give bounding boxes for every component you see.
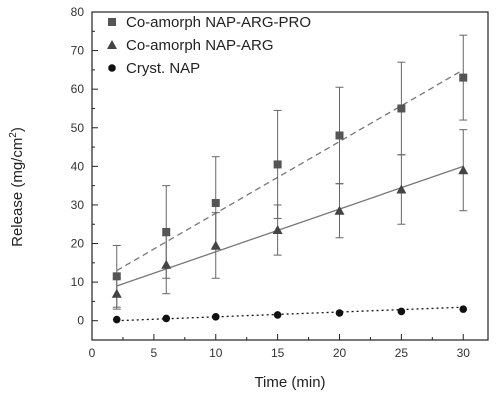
legend-label-0: Co-amorph NAP-ARG-PRO (126, 14, 311, 31)
fit-line-series-1 (116, 165, 464, 287)
data-point-s0-p4 (335, 131, 344, 140)
data-point-s0-p6 (459, 73, 468, 82)
data-point-s2-p6 (459, 305, 468, 313)
data-point-s1-p0 (111, 288, 122, 298)
data-point-s2-p1 (162, 314, 171, 323)
y-tick-label-40: 40 (71, 159, 85, 173)
data-point-s1-p1 (161, 259, 172, 269)
y-axis-title-main: Release (mg/cm (9, 138, 26, 247)
data-point-s2-p5 (397, 307, 406, 316)
y-tick-label-20: 20 (71, 237, 85, 251)
y-tick-label-30: 30 (71, 198, 85, 212)
y-axis-title: Release (mg/cm2) (8, 127, 26, 247)
x-tick-label-0: 0 (89, 346, 96, 360)
fit-lines-layer (116, 69, 464, 322)
y-tick-label-10: 10 (71, 275, 85, 289)
data-point-s2-p3 (273, 311, 282, 319)
x-tick-label-10: 10 (209, 346, 223, 360)
legend-label-2: Cryst. NAP (126, 60, 200, 77)
legend-label-1: Co-amorph NAP-ARG (126, 37, 274, 54)
y-tick-label-60: 60 (71, 82, 85, 96)
data-point-s1-p3 (272, 225, 283, 235)
axes-layer: 0 5 10 15 20 25 30 0 10 20 30 40 50 60 70 80 (71, 5, 489, 360)
data-point-s0-p1 (162, 227, 171, 236)
fit-line-series-0 (116, 69, 464, 272)
markers-layer (111, 73, 469, 324)
x-tick-label-15: 15 (271, 346, 285, 360)
data-point-s2-p4 (335, 309, 344, 317)
data-point-s1-p6 (458, 165, 469, 175)
data-point-s2-p0 (112, 315, 121, 324)
y-tick-label-0: 0 (77, 314, 84, 328)
x-tick-label-25: 25 (395, 346, 409, 360)
data-point-s0-p2 (211, 199, 220, 208)
legend-marker-1 (107, 40, 117, 49)
data-point-s0-p5 (397, 104, 406, 113)
y-axis-title-end: ) (9, 127, 26, 132)
data-point-s1-p4 (334, 205, 345, 215)
x-axis-title: Time (min) (254, 374, 325, 391)
data-point-s2-p2 (211, 313, 220, 321)
x-tick-label-20: 20 (333, 346, 347, 360)
legend-marker-2 (108, 64, 116, 72)
legend-marker-0 (108, 18, 116, 26)
data-point-s0-p0 (112, 272, 121, 281)
y-tick-label-80: 80 (71, 5, 85, 19)
data-point-s1-p2 (210, 240, 221, 250)
y-axis-title-superscript: 2 (8, 132, 19, 138)
x-tick-label-5: 5 (151, 346, 158, 360)
x-tick-label-30: 30 (457, 346, 471, 360)
data-point-s0-p3 (273, 160, 282, 169)
plot-frame (91, 11, 489, 341)
y-tick-label-50: 50 (71, 121, 85, 135)
legend: Co-amorph NAP-ARG-PRO Co-amorph NAP-ARG Cr… (107, 14, 311, 77)
data-point-s1-p5 (396, 184, 407, 194)
y-tick-label-70: 70 (71, 44, 85, 58)
